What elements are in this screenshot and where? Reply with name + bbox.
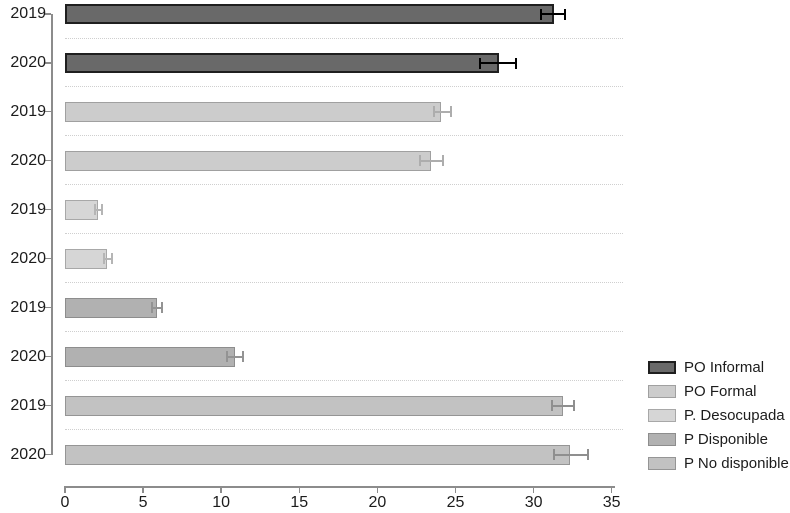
y-axis-tick bbox=[44, 355, 51, 358]
error-bar bbox=[433, 110, 451, 113]
y-axis-tick bbox=[44, 306, 51, 309]
x-axis-label: 35 bbox=[602, 494, 621, 511]
grid-separator-line bbox=[65, 86, 623, 88]
y-axis-tick bbox=[44, 208, 51, 211]
x-axis-line bbox=[65, 486, 615, 488]
grid-separator-line bbox=[65, 380, 623, 381]
grid-separator-line bbox=[65, 184, 623, 185]
error-bar-cap bbox=[449, 106, 452, 117]
y-axis-tick bbox=[44, 110, 51, 113]
error-bar bbox=[553, 453, 589, 456]
y-axis-label-year: 2019 bbox=[10, 298, 46, 316]
error-bar-cap bbox=[103, 253, 106, 264]
x-axis-tick bbox=[376, 486, 379, 493]
y-axis-label-year: 2020 bbox=[10, 347, 46, 365]
y-axis-label-year: 2020 bbox=[10, 445, 46, 463]
error-bar bbox=[104, 257, 112, 260]
y-axis-tick bbox=[44, 62, 51, 64]
x-axis-tick bbox=[610, 486, 613, 493]
y-axis-line bbox=[51, 14, 53, 455]
legend-swatch-p-no-disponible bbox=[648, 456, 676, 470]
x-axis-tick bbox=[454, 486, 457, 493]
error-bar bbox=[227, 355, 244, 358]
grid-separator-line bbox=[65, 429, 623, 430]
x-axis-tick bbox=[220, 486, 222, 493]
error-bar-cap bbox=[151, 302, 154, 313]
legend-swatch-p-disponible bbox=[648, 432, 676, 446]
error-bar-cap bbox=[552, 449, 555, 460]
x-axis-tick bbox=[64, 486, 66, 493]
y-axis-label-year: 2020 bbox=[10, 249, 46, 267]
y-axis-label-year: 2019 bbox=[10, 5, 46, 22]
legend-label: PO Formal bbox=[684, 383, 757, 400]
x-axis-tick bbox=[532, 486, 535, 493]
x-axis-label: 20 bbox=[368, 494, 387, 511]
grid-separator-line bbox=[65, 37, 623, 39]
y-axis-label-year: 2019 bbox=[10, 200, 46, 218]
legend-label: P. Desocupada bbox=[684, 407, 785, 424]
error-bar-cap bbox=[242, 351, 245, 362]
y-axis-tick bbox=[44, 13, 51, 15]
y-axis-tick bbox=[44, 257, 51, 260]
grid-separator-line bbox=[65, 282, 623, 283]
error-bar-cap bbox=[563, 8, 566, 20]
error-bar-cap bbox=[479, 57, 482, 69]
error-bar bbox=[419, 159, 443, 162]
error-bar bbox=[552, 404, 575, 407]
grid-separator-line bbox=[65, 135, 623, 136]
x-axis-label: 25 bbox=[446, 494, 465, 511]
grid-separator-line bbox=[65, 331, 623, 332]
error-bar bbox=[95, 208, 102, 211]
y-axis-label-year: 2019 bbox=[10, 102, 46, 120]
error-bar-cap bbox=[160, 302, 163, 313]
legend-label: PO Informal bbox=[684, 359, 765, 376]
y-axis-label-year: 2019 bbox=[10, 396, 46, 414]
error-bar-cap bbox=[573, 400, 576, 411]
legend-swatch-po-formal bbox=[648, 385, 676, 398]
legend-label: P No disponible bbox=[684, 454, 789, 472]
x-axis-tick bbox=[298, 486, 301, 493]
x-axis-label: 10 bbox=[212, 494, 231, 511]
legend-label: P Disponible bbox=[684, 430, 768, 448]
error-bar bbox=[541, 13, 565, 15]
grid-separator-line bbox=[65, 233, 623, 234]
x-axis-label: 15 bbox=[290, 494, 309, 511]
y-axis-label-year: 2020 bbox=[10, 151, 46, 169]
legend-swatch-p-desocupada bbox=[648, 409, 676, 422]
error-bar-cap bbox=[515, 57, 518, 69]
error-bar-cap bbox=[551, 400, 554, 411]
error-bar-cap bbox=[432, 106, 435, 117]
error-bar bbox=[152, 306, 162, 309]
y-axis-tick bbox=[44, 404, 51, 407]
x-axis-label: 30 bbox=[524, 494, 543, 511]
y-axis-tick bbox=[44, 159, 51, 162]
y-axis-tick bbox=[44, 453, 51, 456]
error-bar-cap bbox=[418, 155, 421, 166]
x-axis-label: 0 bbox=[60, 494, 70, 511]
error-bar-cap bbox=[100, 204, 103, 215]
error-bar-cap bbox=[540, 8, 543, 20]
error-bar bbox=[480, 62, 517, 64]
x-axis-label: 5 bbox=[138, 494, 148, 511]
error-bar-cap bbox=[110, 253, 113, 264]
error-bar-cap bbox=[587, 449, 590, 460]
error-bar-cap bbox=[442, 155, 444, 166]
error-bar-cap bbox=[94, 204, 97, 215]
legend-swatch-po-informal bbox=[648, 361, 676, 374]
error-bar-cap bbox=[226, 351, 229, 362]
y-axis-label-year: 2020 bbox=[10, 54, 46, 71]
x-axis-tick bbox=[142, 486, 144, 493]
